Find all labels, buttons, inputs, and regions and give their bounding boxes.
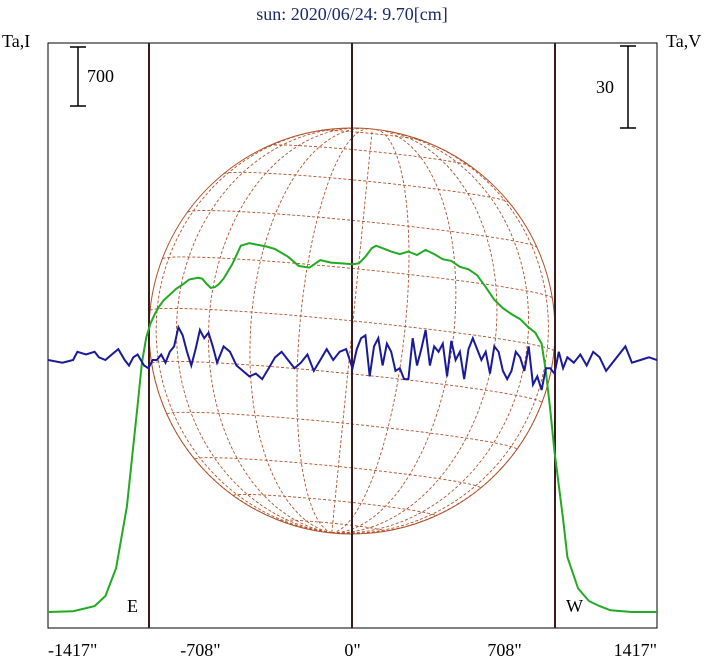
meridian-line bbox=[296, 128, 370, 534]
x-tick-label: 708" bbox=[487, 640, 521, 660]
meridian-line bbox=[331, 136, 549, 534]
parallel-line bbox=[151, 360, 543, 404]
meridian-line bbox=[175, 127, 354, 534]
polarization-scale-bar bbox=[620, 45, 636, 129]
x-tick-label: 1417" bbox=[614, 640, 657, 660]
meridian-line bbox=[331, 130, 457, 534]
solar-disk-grid bbox=[148, 127, 556, 535]
intensity-scale-label: 700 bbox=[87, 66, 114, 86]
meridian-line bbox=[331, 128, 410, 534]
meridian-line bbox=[249, 127, 362, 534]
series-line-ta-v bbox=[48, 324, 657, 391]
meridian-line bbox=[208, 127, 358, 534]
parallel-line bbox=[279, 519, 386, 532]
west-label: W bbox=[566, 596, 583, 616]
meridian-line bbox=[331, 130, 498, 534]
meridian-line bbox=[155, 128, 332, 534]
meridian-line bbox=[148, 310, 332, 534]
chart-title: sun: 2020/06/24: 9.70[cm] bbox=[256, 4, 448, 24]
parallel-line bbox=[268, 144, 471, 167]
x-axis-ticks: -1417" -708" 0" 708" 1417" bbox=[48, 640, 657, 660]
left-axis-label: Ta,I bbox=[2, 31, 30, 51]
parallel-line bbox=[233, 493, 436, 517]
x-tick-label: -708" bbox=[180, 640, 220, 660]
series-line-ta-i bbox=[48, 242, 657, 613]
x-tick-label: 0" bbox=[344, 640, 360, 660]
parallel-line bbox=[223, 171, 510, 203]
right-axis-label: Ta,V bbox=[666, 31, 701, 51]
x-tick-label: -1417" bbox=[48, 640, 97, 660]
parallel-line bbox=[187, 210, 538, 248]
intensity-scale-bar bbox=[70, 46, 86, 107]
parallel-line bbox=[166, 411, 518, 450]
meridian-line bbox=[331, 131, 530, 534]
meridian-line bbox=[331, 351, 555, 535]
parallel-line bbox=[162, 256, 553, 299]
east-label: E bbox=[127, 596, 138, 616]
polarization-scale-label: 30 bbox=[596, 77, 614, 97]
parallel-line bbox=[320, 129, 423, 142]
